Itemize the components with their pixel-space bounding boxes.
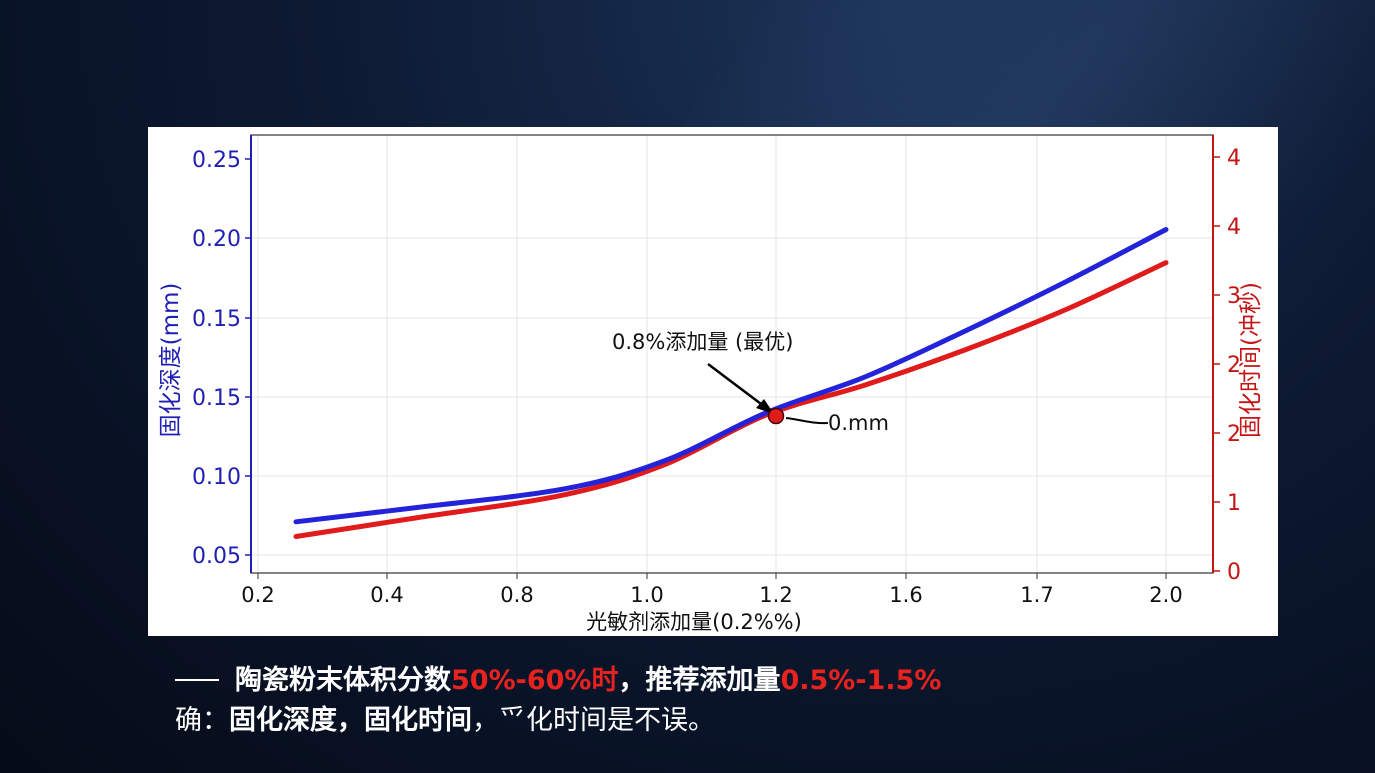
caption-dosage-range: 0.5%-1.5% (780, 665, 942, 696)
left-tick-label: 0.25 (192, 148, 241, 173)
left-axis-title: 固化深度(mm) (158, 283, 184, 438)
caption-prefix: 确： (175, 705, 229, 736)
x-tick-label: 0.4 (370, 583, 403, 607)
annotation-arrow-line (707, 363, 766, 408)
x-tick-label: 1.2 (759, 583, 792, 607)
x-tick-label: 0.8 (500, 583, 533, 607)
x-tick-label: 1.6 (889, 583, 922, 607)
left-tick-label: 0.15 (192, 307, 241, 332)
series-layer (293, 227, 1169, 539)
x-tick-label: 1.0 (630, 583, 663, 607)
caption-depth-time: 固化深度，固化时间 (229, 705, 472, 736)
caption-volume-range: 50%-60%时 (451, 665, 619, 696)
depth-series-line (293, 227, 1169, 525)
right-tick-label: 2 (1227, 353, 1241, 378)
right-tick-label: 2 (1227, 422, 1241, 447)
caption-line-2: 确：固化深度，固化时间，爫化时间是不误。 (175, 698, 1225, 737)
right-tick-label: 0 (1227, 560, 1241, 585)
right-axis-ticks: 0 1 2 2 3 4 4 (1213, 146, 1241, 585)
x-tick-label: 1.7 (1020, 583, 1053, 607)
left-tick-label: 0.20 (192, 227, 241, 252)
right-tick-label: 4 (1227, 146, 1241, 171)
x-axis-title: 光敏剂添加量(0.2%%) (586, 610, 802, 634)
annotation-arrowhead (756, 399, 774, 414)
caption-suffix: ，爫化时间是不误。 (472, 705, 715, 736)
plot-frame (250, 134, 1214, 574)
value-leader-line (785, 417, 829, 425)
dash-bullet (175, 678, 219, 681)
point-value-label: 0.mm (828, 411, 889, 435)
right-tick-label: 4 (1227, 215, 1241, 240)
right-tick-label: 3 (1227, 284, 1241, 309)
left-tick-label: 0.10 (192, 465, 241, 490)
left-tick-label: 0.15 (192, 386, 241, 411)
caption-ceramic-volume: 陶瓷粉末体积分数 (235, 665, 451, 696)
right-axis-title: 固化时间(冲秒) (1238, 282, 1264, 438)
dual-axis-line-chart: 0.2 0.4 0.8 1.0 1.2 1.6 1.7 2.0 0.05 0.10 0.15 0.1… (158, 134, 1264, 634)
optimal-annotation-label: 0.8%添加量 (最优) (612, 330, 793, 354)
x-tick-label: 0.2 (241, 583, 274, 607)
x-tick-label: 2.0 (1149, 583, 1182, 607)
x-axis-ticks: 0.2 0.4 0.8 1.0 1.2 1.6 1.7 2.0 (241, 573, 1183, 607)
caption-line-1: 陶瓷粉末体积分数50%-60%时，推荐添加量0.5%-1.5% (175, 658, 1225, 697)
time-series-line (293, 260, 1169, 539)
chart-panel: 0.2 0.4 0.8 1.0 1.2 1.6 1.7 2.0 0.05 0.10 0.15 0.1… (148, 127, 1278, 636)
left-axis-ticks: 0.05 0.10 0.15 0.15 0.20 0.25 (192, 148, 251, 569)
left-tick-label: 0.05 (192, 544, 241, 569)
chart-grid (251, 135, 1213, 573)
caption-recommend: ，推荐添加量 (618, 665, 781, 696)
optimal-point-marker (767, 407, 785, 425)
right-tick-label: 1 (1227, 491, 1241, 516)
